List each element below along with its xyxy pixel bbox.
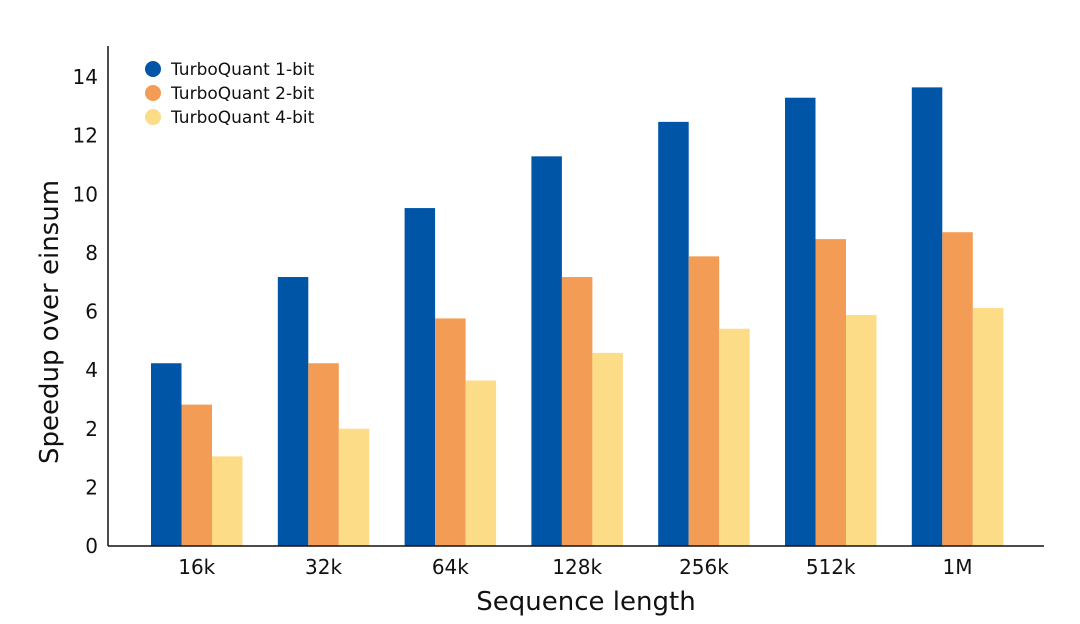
x-tick-label: 64k [432,555,469,579]
bar-1M-2 [942,232,973,546]
bar-32k-1 [277,277,309,546]
bar-1M-1 [911,87,943,547]
x-tick-label: 16k [178,555,215,579]
legend: TurboQuant 1-bit TurboQuant 2-bit TurboQua… [145,60,315,128]
y-tick-label: 2 [85,475,98,499]
x-tick-label: 256k [679,555,729,579]
bar-64k-1 [404,208,436,546]
legend-label: TurboQuant 1-bit [170,60,315,80]
legend-label: TurboQuant 2-bit [170,84,315,104]
legend-marker [145,85,161,101]
bar-256k-2 [688,256,720,546]
axes-layer [107,46,1044,547]
bar-512k-1 [785,97,816,547]
bar-32k-2 [308,363,339,546]
legend-marker [145,109,161,125]
bar-128k-2 [561,277,593,546]
y-tick-label: 8 [85,241,98,265]
y-tick-label: 4 [85,358,98,382]
y-tick-label: 2 [85,417,98,441]
y-axis-title: Speedup over einsum [35,180,65,464]
bar-16k-2 [181,404,212,546]
bar-1M-3 [972,308,1004,546]
x-tick-label: 1M [943,555,973,579]
legend-marker [145,61,161,77]
y-tick-label: 0 [85,534,98,558]
bar-16k-3 [212,456,243,546]
bar-512k-2 [815,239,846,546]
x-axis-title: Sequence length [476,587,695,617]
bars-layer [151,87,1004,547]
bar-256k-3 [719,328,750,546]
y-tick-label: 10 [73,182,98,206]
x-tick-labels: 16k 32k 64k 128k 256k 512k 1M [178,555,972,579]
x-tick-label: 128k [552,555,602,579]
bar-16k-1 [151,363,182,546]
bar-64k-2 [435,318,466,546]
bar-128k-1 [531,156,562,546]
x-tick-label: 32k [305,555,342,579]
bar-512k-3 [846,314,877,546]
x-tick-label: 512k [806,555,856,579]
y-tick-label: 6 [85,300,98,324]
bar-64k-3 [465,380,497,546]
bar-32k-3 [338,428,370,546]
legend-label: TurboQuant 4-bit [170,108,315,128]
bar-128k-3 [592,352,623,546]
y-tick-label: 12 [73,124,98,148]
bar-256k-1 [658,121,689,547]
y-tick-labels: 0 2 2 4 6 8 10 12 14 [73,65,98,558]
y-tick-label: 14 [73,65,98,89]
